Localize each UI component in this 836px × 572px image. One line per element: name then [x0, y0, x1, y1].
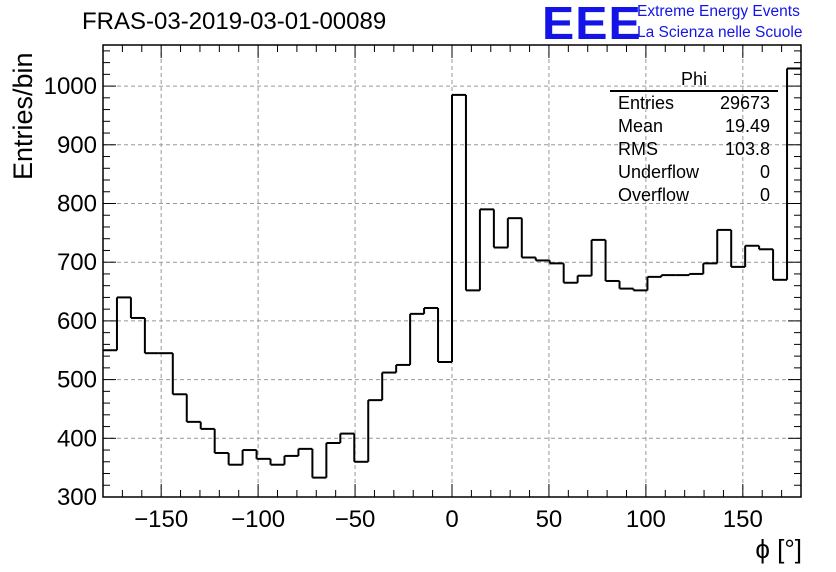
y-tick-label: 800 — [57, 190, 97, 217]
x-tick-label: 0 — [445, 506, 458, 533]
stats-label: Mean — [618, 116, 664, 136]
stats-value: 0 — [759, 162, 770, 182]
x-tick-label: 50 — [536, 506, 563, 533]
stats-row-entries: Entries 29673 — [610, 92, 778, 115]
stats-value: 103.8 — [724, 139, 770, 159]
x-tick-label: −50 — [335, 506, 376, 533]
y-tick-label: 400 — [57, 425, 97, 452]
y-tick-label: 300 — [57, 484, 97, 511]
stats-histogram-name: Phi — [610, 68, 778, 92]
stats-value: 19.49 — [724, 116, 770, 136]
stats-label: RMS — [618, 139, 658, 159]
stats-row-underflow: Underflow 0 — [610, 161, 778, 184]
stats-row-rms: RMS 103.8 — [610, 138, 778, 161]
axes: −150 −100 −50 0 50 100 150 300 400 500 600 700 800 90… — [44, 44, 802, 533]
stats-value: 29673 — [719, 93, 770, 113]
stats-row-overflow: Overflow 0 — [610, 184, 778, 207]
logo-subtitle-line2: La Scienza nelle Scuole — [637, 24, 803, 41]
x-tick-label: 150 — [723, 506, 763, 533]
x-tick-label: 100 — [626, 506, 666, 533]
y-tick-label: 700 — [57, 249, 97, 276]
stats-label: Overflow — [618, 185, 690, 205]
y-axis-label: Entries/bin — [8, 52, 38, 180]
y-tick-label: 600 — [57, 308, 97, 335]
stats-row-mean: Mean 19.49 — [610, 115, 778, 138]
y-tick-label: 500 — [57, 367, 97, 394]
logo-subtitle-line1: Extreme Energy Events — [637, 3, 800, 20]
y-tick-label: 900 — [57, 132, 97, 159]
y-tick-label: 1000 — [44, 73, 97, 100]
chart-title: FRAS-03-2019-03-01-00089 — [82, 8, 387, 35]
stats-label: Entries — [618, 93, 675, 113]
stats-label: Underflow — [618, 162, 700, 182]
stats-value: 0 — [759, 185, 770, 205]
histogram-series — [103, 67, 801, 479]
x-axis-label: ϕ [°] — [755, 534, 802, 564]
x-tick-label: −150 — [134, 506, 188, 533]
eee-logo: EEE — [542, 0, 642, 49]
x-tick-label: −100 — [231, 506, 285, 533]
statistics-box: Phi Entries 29673 Mean 19.49 RMS 103.8 U… — [610, 68, 778, 207]
